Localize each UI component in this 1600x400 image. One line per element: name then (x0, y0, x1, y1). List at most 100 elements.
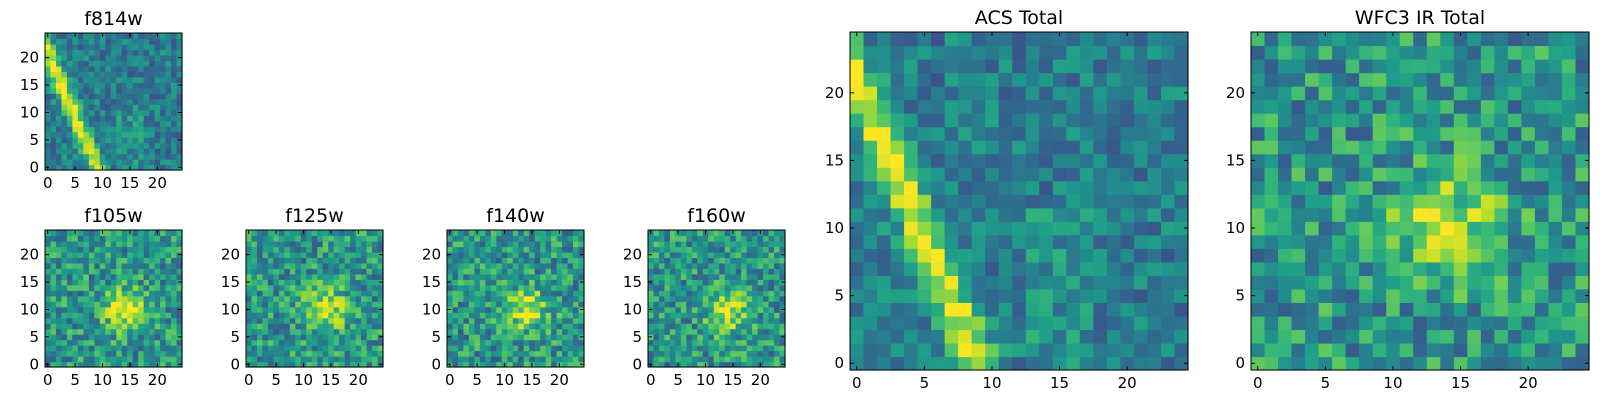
heatmap-cell (452, 334, 459, 341)
heatmap-cell (863, 167, 878, 182)
heatmap-cell (366, 240, 373, 248)
heatmap-cell (1160, 315, 1176, 331)
heatmap-cell (534, 361, 541, 368)
heatmap-cell (1372, 99, 1387, 114)
heatmap-cell (474, 290, 481, 297)
heatmap-cell (1251, 126, 1266, 141)
heatmap-cell (278, 284, 285, 291)
heatmap-cell (1426, 234, 1441, 249)
heatmap-cell (1278, 234, 1293, 249)
heatmap-cell (99, 339, 106, 346)
heatmap-cell (160, 240, 167, 248)
heatmap-cell (300, 273, 307, 280)
heatmap-cell (1305, 194, 1320, 209)
heatmap-cell (110, 251, 117, 258)
heatmap-cell (284, 230, 291, 237)
heatmap-cell (1561, 221, 1577, 236)
heatmap-cell (171, 49, 178, 56)
heatmap-cell (752, 257, 759, 264)
heatmap-cell (176, 284, 183, 291)
heatmap-cell (490, 290, 497, 297)
heatmap-cell (501, 295, 508, 302)
heatmap-cell (143, 60, 150, 67)
heatmap-cell (1305, 248, 1320, 263)
heatmap-cell (72, 131, 79, 138)
heatmap-cell (149, 279, 156, 286)
heatmap-cell (132, 164, 139, 171)
heatmap-cell (66, 230, 73, 237)
heatmap-cell (971, 194, 986, 209)
heatmap-cell (366, 345, 373, 352)
heatmap-cell (567, 251, 574, 258)
heatmap-cell (578, 246, 585, 253)
heatmap-cell (680, 273, 687, 280)
heatmap-cell (289, 323, 296, 330)
heatmap-cell (1291, 126, 1306, 141)
heatmap-cell (1120, 302, 1135, 317)
heatmap-cell (72, 262, 79, 269)
heatmap-cell (545, 240, 552, 248)
heatmap-cell (551, 246, 558, 253)
heatmap-cell (452, 328, 459, 335)
heatmap-cell (262, 328, 269, 335)
heatmap-cell (160, 164, 167, 171)
heatmap-cell (66, 240, 73, 248)
heatmap-cell (1480, 221, 1495, 236)
heatmap-cell (72, 257, 79, 264)
heatmap-cell (468, 339, 475, 346)
heatmap-cell (877, 86, 892, 101)
heatmap-cell (675, 356, 682, 363)
heatmap-cell (55, 284, 63, 291)
heatmap-cell (77, 257, 84, 264)
heatmap-cell (116, 142, 123, 149)
heatmap-cell (83, 273, 90, 280)
heatmap-cell (61, 126, 68, 133)
heatmap-cell (551, 323, 558, 330)
heatmap-cell (300, 339, 307, 346)
heatmap-cell (658, 262, 666, 269)
heatmap-cell (998, 356, 1013, 371)
heatmap-cell (680, 339, 687, 346)
heatmap-cell (774, 240, 781, 248)
heatmap-cell (1548, 86, 1563, 101)
heatmap-cell (361, 339, 368, 346)
heatmap-cell (998, 126, 1013, 141)
heatmap-cell (551, 295, 558, 302)
heatmap-cell (529, 306, 536, 313)
heatmap-cell (545, 312, 552, 319)
heatmap-cell (154, 334, 161, 341)
heatmap-cell (719, 273, 726, 280)
heatmap-cell (160, 295, 167, 302)
heatmap-cell (143, 240, 150, 248)
heatmap-cell (262, 284, 269, 291)
heatmap-cell (138, 164, 145, 171)
heatmap-cell (328, 301, 335, 308)
heatmap-cell (55, 71, 63, 78)
heatmap-cell (322, 339, 329, 346)
heatmap-cell (518, 279, 525, 286)
heatmap-cell (1147, 45, 1162, 60)
heatmap-cell (730, 284, 737, 291)
heatmap-cell (176, 71, 183, 78)
heatmap-cell (149, 76, 156, 83)
heatmap-cell (452, 345, 459, 352)
heatmap-cell (877, 126, 892, 141)
heatmap-cell (273, 334, 280, 341)
heatmap-cell (1147, 32, 1162, 47)
heatmap-cell (774, 345, 781, 352)
heatmap-cell (121, 115, 128, 122)
heatmap-cell (289, 257, 296, 264)
heatmap-cell (1467, 261, 1482, 276)
heatmap-cell (1561, 234, 1577, 249)
y-tick-label: 15 (20, 76, 39, 94)
heatmap-cell (1453, 180, 1468, 195)
heatmap-cell (485, 251, 492, 258)
heatmap-cell (1174, 113, 1189, 128)
heatmap-cell (361, 240, 368, 248)
heatmap-cell (730, 235, 737, 242)
heatmap-cell (730, 317, 737, 324)
heatmap-cell (116, 350, 123, 357)
heatmap-cell (971, 72, 986, 87)
heatmap-cell (160, 137, 167, 144)
